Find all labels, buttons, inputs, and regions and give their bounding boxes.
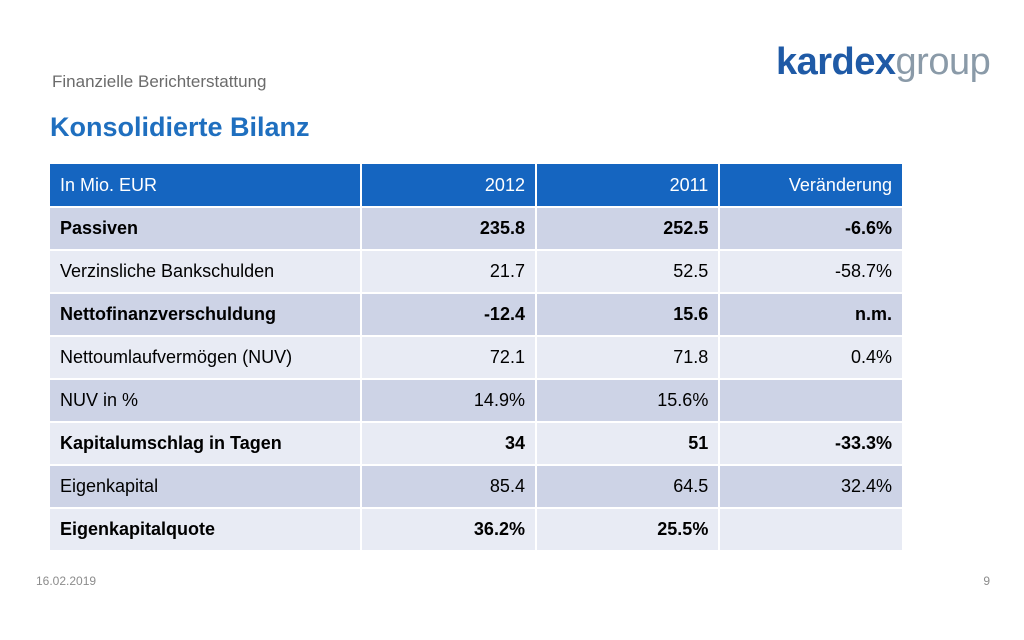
value-2012: 85.4 xyxy=(359,464,537,509)
column-header-change: Veränderung xyxy=(718,162,904,208)
row-label: Kapitalumschlag in Tagen xyxy=(48,421,362,466)
company-logo: kardexgroup xyxy=(776,40,991,84)
value-change: 32.4% xyxy=(718,464,904,509)
value-2011: 15.6 xyxy=(534,292,721,337)
column-header-2011: 2011 xyxy=(534,162,721,208)
value-2012: -12.4 xyxy=(359,292,537,337)
row-label: Nettofinanzverschuldung xyxy=(48,292,362,337)
row-label: Verzinsliche Bankschulden xyxy=(48,249,362,294)
column-header-unit: In Mio. EUR xyxy=(48,162,362,208)
value-2011: 252.5 xyxy=(534,206,721,251)
logo-group: group xyxy=(895,41,991,83)
row-label: Passiven xyxy=(48,206,362,251)
value-2012: 235.8 xyxy=(359,206,537,251)
value-2011: 15.6% xyxy=(534,378,721,423)
value-change: -6.6% xyxy=(718,206,904,251)
value-2012: 21.7 xyxy=(359,249,537,294)
value-2012: 36.2% xyxy=(359,507,537,552)
table-row: NUV in % 14.9% 15.6% xyxy=(48,378,904,423)
row-label: NUV in % xyxy=(48,378,362,423)
table-row: Passiven 235.8 252.5 -6.6% xyxy=(48,206,904,251)
column-header-2012: 2012 xyxy=(359,162,537,208)
page-number: 9 xyxy=(983,574,990,588)
value-change: 0.4% xyxy=(718,335,904,380)
table-row: Nettoumlaufvermögen (NUV) 72.1 71.8 0.4% xyxy=(48,335,904,380)
value-2012: 14.9% xyxy=(359,378,537,423)
value-2011: 51 xyxy=(534,421,721,466)
value-change xyxy=(718,507,904,552)
page-title: Konsolidierte Bilanz xyxy=(50,112,310,142)
balance-sheet-table: In Mio. EUR 2012 2011 Veränderung Passiv… xyxy=(48,162,904,552)
value-2011: 64.5 xyxy=(534,464,721,509)
value-change: n.m. xyxy=(718,292,904,337)
table-row: Eigenkapital 85.4 64.5 32.4% xyxy=(48,464,904,509)
row-label: Eigenkapital xyxy=(48,464,362,509)
value-2011: 25.5% xyxy=(534,507,721,552)
row-label: Nettoumlaufvermögen (NUV) xyxy=(48,335,362,380)
value-2011: 71.8 xyxy=(534,335,721,380)
value-2011: 52.5 xyxy=(534,249,721,294)
table-row: Verzinsliche Bankschulden 21.7 52.5 -58.… xyxy=(48,249,904,294)
value-change xyxy=(718,378,904,423)
logo-kardex: kardex xyxy=(776,41,896,83)
table-row: Nettofinanzverschuldung -12.4 15.6 n.m. xyxy=(48,292,904,337)
value-2012: 72.1 xyxy=(359,335,537,380)
table-header-row: In Mio. EUR 2012 2011 Veränderung xyxy=(48,162,904,208)
table-row: Eigenkapitalquote 36.2% 25.5% xyxy=(48,507,904,552)
value-change: -58.7% xyxy=(718,249,904,294)
row-label: Eigenkapitalquote xyxy=(48,507,362,552)
value-2012: 34 xyxy=(359,421,537,466)
value-change: -33.3% xyxy=(718,421,904,466)
table-row: Kapitalumschlag in Tagen 34 51 -33.3% xyxy=(48,421,904,466)
footer-date: 16.02.2019 xyxy=(36,574,97,588)
section-subtitle: Finanzielle Berichterstattung xyxy=(52,72,267,91)
